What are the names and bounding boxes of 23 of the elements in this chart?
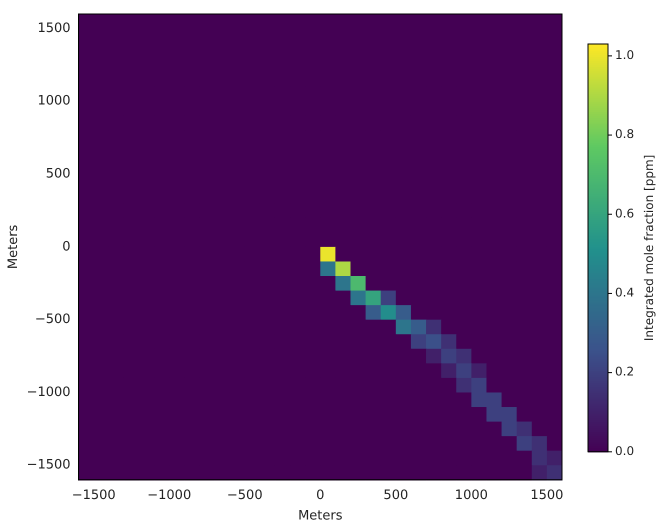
y-tick-label: 500 <box>46 166 71 182</box>
color-bar-title: Integrated mole fraction [ppm] <box>642 154 656 342</box>
color-bar-label: 0.2 <box>615 364 634 379</box>
x-tick-label: −1000 <box>147 488 192 503</box>
x-tick-label: 1500 <box>530 488 564 503</box>
x-tick-label: 500 <box>383 488 408 503</box>
color-bar-label: 1.0 <box>615 48 634 62</box>
y-tick-label: 1000 <box>37 94 71 109</box>
x-tick-label: −1500 <box>72 488 116 503</box>
y-tick-label: 1500 <box>37 20 71 36</box>
color-bar-label: 0.0 <box>615 444 634 458</box>
y-tick-label: 0 <box>62 239 71 254</box>
y-axis-title: Meters <box>6 224 22 270</box>
y-tick-label: −1000 <box>26 384 71 400</box>
color-bar-label: 0.6 <box>615 206 634 220</box>
y-tick-label: −500 <box>34 312 71 328</box>
x-tick-label: −500 <box>226 488 263 503</box>
x-tick-label: 0 <box>316 488 324 503</box>
color-bar-label: 0.8 <box>615 127 634 142</box>
color-bar-label: 0.4 <box>615 286 634 300</box>
y-tick-label: −1500 <box>26 458 71 473</box>
x-tick-label: 1000 <box>454 488 488 503</box>
x-axis-title: Meters <box>298 508 343 524</box>
